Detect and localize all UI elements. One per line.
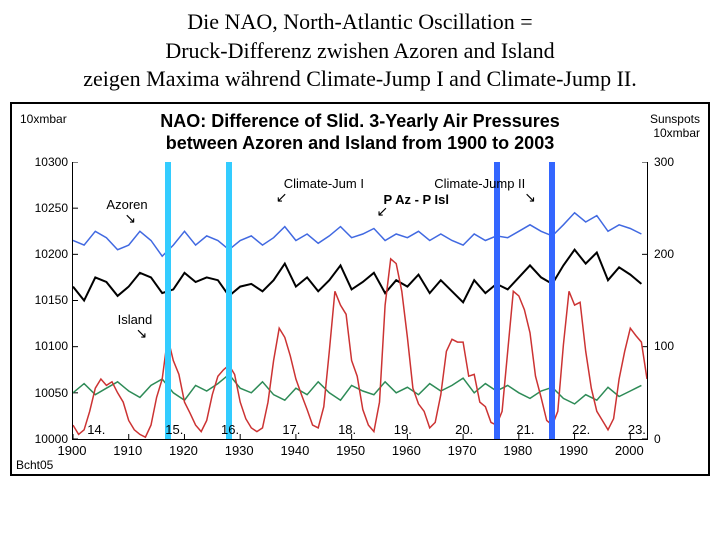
y-left-tick: 10200 (16, 247, 68, 261)
solar-cycle-number: 21. (516, 422, 534, 437)
x-tick: 1950 (336, 443, 365, 458)
y-right-unit-labels: Sunspots 10xmbar (650, 112, 700, 140)
climate-jump-bar (226, 162, 232, 439)
y-left-tick: 10100 (16, 339, 68, 353)
y-right-tick: 100 (654, 339, 694, 353)
y-left-tick: 10300 (16, 155, 68, 169)
y-right-tick: 200 (654, 247, 694, 261)
climate-jump-1-label-arrow-icon: ↙ (276, 190, 288, 207)
climate-jump-bar (165, 162, 171, 439)
header-line3: zeigen Maxima während Climate-Jump I and… (10, 65, 710, 94)
p-az-p-isl-label: P Az - P Isl (384, 192, 450, 207)
solar-cycle-number: 20. (455, 422, 473, 437)
x-tick: 1960 (392, 443, 421, 458)
x-tick: 1940 (280, 443, 309, 458)
y-right-tick: 0 (654, 432, 694, 446)
azoren-label-arrow-icon: ↘ (124, 211, 136, 228)
solar-cycle-number: 14. (87, 422, 105, 437)
island-label: Island (118, 312, 153, 327)
chart-container: 10xmbar Sunspots 10xmbar NAO: Difference… (10, 102, 710, 476)
x-tick: 2000 (615, 443, 644, 458)
series-sunspots (73, 259, 647, 437)
solar-cycle-number: 15. (165, 422, 183, 437)
y-left-tick: 10050 (16, 386, 68, 400)
series-nao_diff (73, 249, 641, 302)
solar-cycle-number: 17. (282, 422, 300, 437)
p-az-p-isl-label-arrow-icon: ↙ (377, 204, 389, 221)
y-left-tick: 10250 (16, 201, 68, 215)
azoren-label: Azoren (106, 197, 147, 212)
bottom-reference: Bcht05 (16, 458, 53, 472)
x-tick: 1900 (58, 443, 87, 458)
solar-cycle-number: 19. (394, 422, 412, 437)
plot-area: 14. 15. 16. 17. 18. 19. 20. 21. 22. 23. Climate-Ju… (72, 162, 648, 440)
y-right-tick: 300 (654, 155, 694, 169)
climate-jump-2-label-arrow-icon: ↘ (524, 190, 536, 207)
x-tick: 1920 (169, 443, 198, 458)
solar-cycle-number: 22. (572, 422, 590, 437)
climate-jump-bar (549, 162, 555, 439)
solar-cycle-number: 18. (338, 422, 356, 437)
chart-title: NAO: Difference of Slid. 3-Yearly Air Pr… (12, 104, 708, 155)
y-left-unit-label: 10xmbar (20, 112, 67, 126)
y-left-tick: 10150 (16, 293, 68, 307)
solar-cycle-number: 23. (628, 422, 646, 437)
x-tick: 1930 (225, 443, 254, 458)
x-tick: 1970 (448, 443, 477, 458)
climate-jump-bar (494, 162, 500, 439)
island-label-arrow-icon: ↘ (136, 326, 148, 343)
x-tick: 1980 (503, 443, 532, 458)
series-azoren (73, 213, 641, 256)
solar-cycle-number: 16. (221, 422, 239, 437)
x-tick: 1990 (559, 443, 588, 458)
climate-jump-2-label: Climate-Jump II (434, 176, 525, 191)
climate-jump-1-label: Climate-Jum I (284, 176, 364, 191)
x-tick: 1910 (113, 443, 142, 458)
header-line1: Die NAO, North-Atlantic Oscillation = (10, 8, 710, 37)
chart-lines (73, 162, 647, 439)
header-line2: Druck-Differenz zwishen Azoren and Islan… (10, 37, 710, 66)
slide-header: Die NAO, North-Atlantic Oscillation = Dr… (0, 0, 720, 98)
